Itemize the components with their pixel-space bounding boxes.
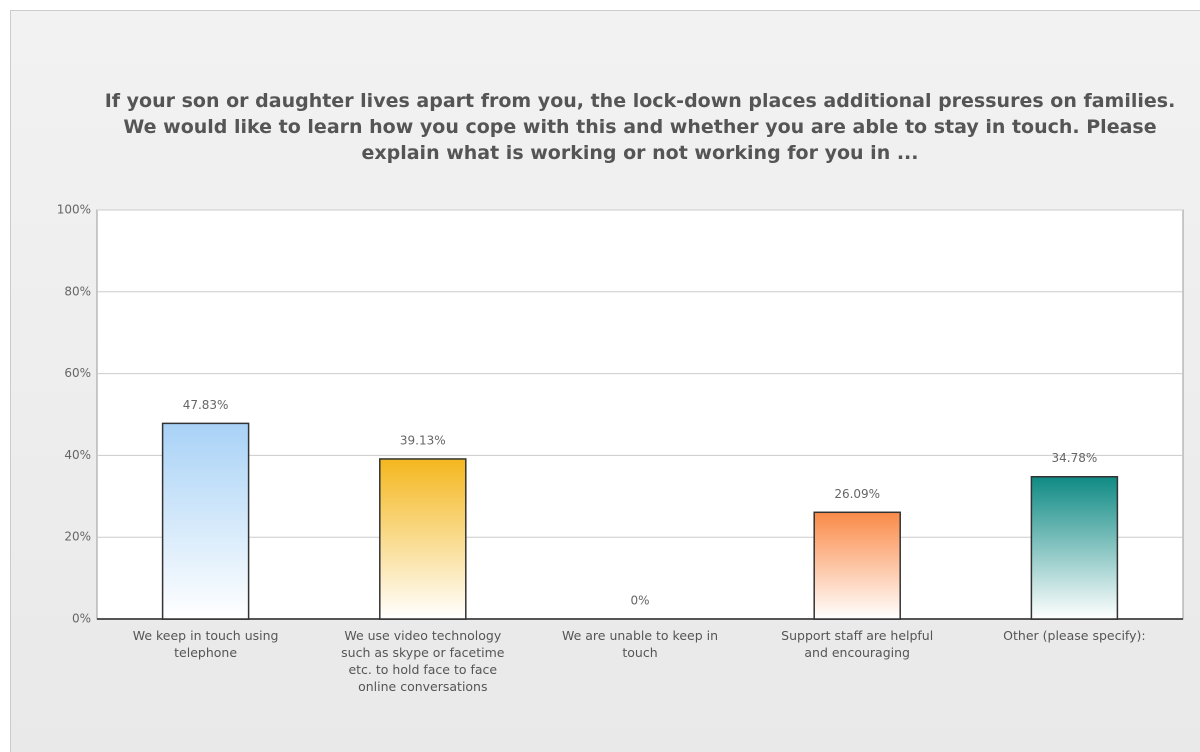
y-tick-label: 40% [64, 448, 91, 462]
bar [161, 422, 250, 620]
plot-area [96, 209, 1184, 620]
x-tick-label: Support staff are helpful and encouragin… [781, 628, 934, 660]
y-tick-label: 100% [57, 203, 91, 217]
value-label: 0% [630, 594, 649, 608]
value-label: 34.78% [1052, 451, 1098, 465]
value-label: 39.13% [400, 433, 446, 447]
bar [1030, 475, 1119, 620]
x-tick-label: Other (please specify): [1003, 628, 1146, 643]
value-label: 47.83% [183, 398, 229, 412]
bar [813, 511, 901, 620]
y-tick-label: 80% [64, 284, 91, 298]
bar [379, 458, 467, 620]
y-tick-label: 0% [72, 612, 91, 626]
x-tick-label: We keep in touch using telephone [132, 628, 279, 660]
x-tick-label: We are unable to keep in touch [561, 628, 719, 660]
x-tick-label: We use video technology such as skype or… [341, 628, 505, 694]
y-tick-label: 60% [64, 366, 91, 380]
y-tick-label: 20% [64, 530, 91, 544]
value-label: 26.09% [834, 487, 880, 501]
chart-title: If your son or daughter lives apart from… [104, 90, 1176, 164]
